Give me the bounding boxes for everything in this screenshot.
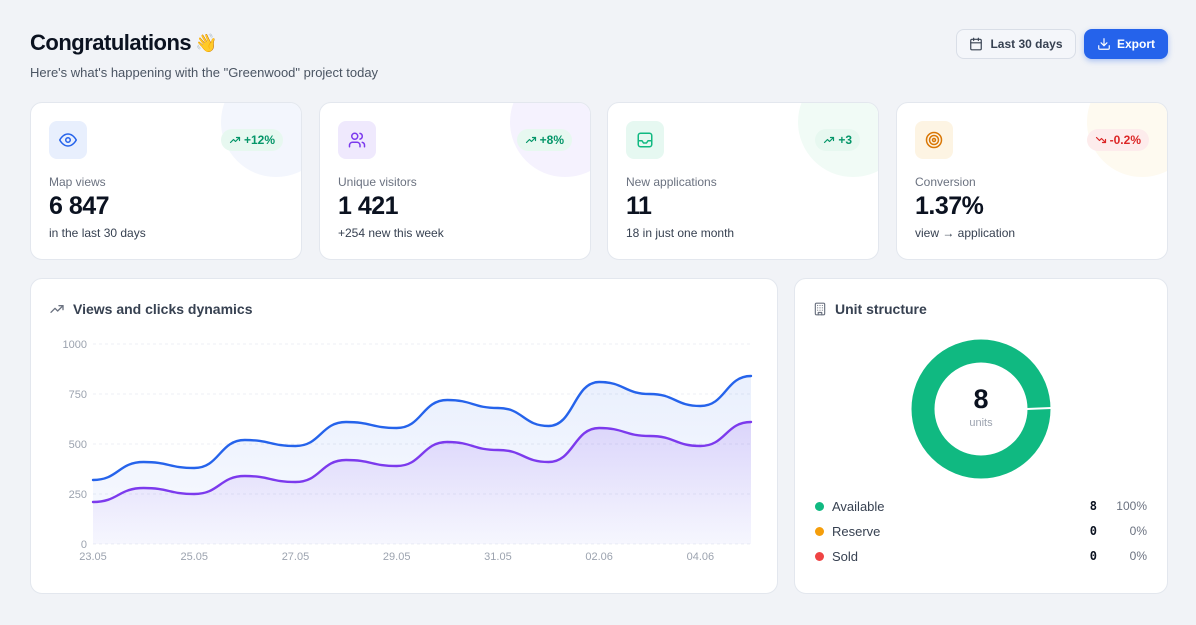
page-subtitle: Here's what's happening with the "Greenw… (30, 65, 379, 80)
views-chart-title-text: Views and clicks dynamics (73, 301, 253, 317)
y-tick-label: 500 (69, 439, 87, 451)
waving-hand-icon: 👋 (195, 32, 218, 53)
legend-label: Sold (832, 548, 859, 564)
trend-badge: +8% (516, 129, 572, 151)
legend-dot (815, 526, 824, 536)
legend-count: 0 (1089, 549, 1097, 563)
y-tick-label: 750 (69, 389, 87, 401)
unit-structure-card: Unit structure 8 units Available 8 100% … (794, 278, 1168, 594)
stat-label: Unique visitors (338, 175, 417, 189)
trend-badge: -0.2% (1086, 129, 1149, 151)
trend-badge-value: +12% (243, 133, 275, 147)
views-chart-card: Views and clicks dynamics 0 250 500 750 1000… (30, 278, 778, 594)
page-title-text: Congratulations (30, 30, 192, 55)
calendar-icon (970, 37, 983, 51)
stat-value: 11 (626, 192, 652, 220)
trend-down-icon (1095, 136, 1106, 144)
building-icon (814, 302, 826, 316)
trending-up-icon (50, 305, 64, 313)
legend-percent: 0% (1129, 549, 1147, 563)
legend-percent: 0% (1129, 524, 1147, 538)
legend-percent: 100% (1116, 499, 1147, 513)
users-icon (338, 121, 376, 159)
page-header: Congratulations 👋 Here's what's happenin… (30, 30, 378, 80)
views-chart: 0 250 500 750 1000 23.05 25.05 27.05 29.05 31.05 0… (63, 339, 753, 563)
inbox-icon (626, 121, 664, 159)
stat-subtext: view → application (915, 226, 1016, 240)
y-tick-label: 250 (69, 489, 87, 501)
donut-gap (1026, 407, 1052, 410)
series-line-1 (91, 420, 753, 504)
x-tick-label: 02.06 (585, 551, 613, 563)
unit-structure-title-text: Unit structure (835, 301, 927, 317)
legend-dot (815, 551, 824, 561)
date-range-label: Last 30 days (990, 37, 1063, 51)
x-tick-label: 31.05 (484, 551, 512, 563)
x-tick-label: 27.05 (282, 551, 310, 563)
stat-card-unique-visitors: +8% Unique visitors 1 421 +254 new this … (319, 102, 591, 260)
stat-value: 1.37% (915, 192, 984, 220)
trend-badge-value: +8% (539, 133, 564, 147)
stat-subtext: 18 in just one month (626, 226, 735, 240)
legend-label: Reserve (832, 523, 881, 539)
y-tick-label: 1000 (63, 339, 87, 351)
trend-badge: +12% (220, 129, 283, 151)
x-tick-label: 25.05 (180, 551, 208, 563)
stat-value: 6 847 (49, 192, 110, 220)
export-label: Export (1116, 37, 1155, 51)
y-tick-label: 0 (81, 539, 87, 551)
page-title: Congratulations 👋 (30, 30, 378, 56)
trend-badge-value: -0.2% (1109, 133, 1141, 147)
x-tick-label: 29.05 (383, 551, 411, 563)
legend-item-sold: Sold 0 0% (815, 548, 1147, 564)
stat-label: Conversion (915, 175, 976, 189)
legend-item-reserve: Reserve 0 0% (815, 523, 1147, 539)
x-tick-label: 04.06 (687, 551, 715, 563)
target-icon (915, 121, 953, 159)
unit-total: 8 (973, 384, 989, 414)
stat-card-new-applications: +3 New applications 11 18 in just one mo… (607, 102, 879, 260)
export-button[interactable]: Export (1084, 29, 1168, 59)
legend-count: 8 (1089, 499, 1097, 513)
legend-label: Available (832, 498, 885, 514)
trend-up-icon (525, 136, 536, 144)
views-chart-title: Views and clicks dynamics (49, 301, 253, 317)
unit-total-label: units (969, 417, 993, 429)
trend-badge-value: +3 (838, 133, 852, 147)
stat-label: Map views (49, 175, 106, 189)
stat-card-map-views: +12% Map views 6 847 in the last 30 days (30, 102, 302, 260)
series-area-1 (93, 422, 751, 544)
stat-label: New applications (626, 175, 717, 189)
trend-up-icon (824, 136, 835, 144)
stat-value: 1 421 (338, 192, 399, 220)
trend-up-icon (229, 136, 241, 144)
stat-subtext: +254 new this week (338, 226, 444, 240)
legend-item-available: Available 8 100% (815, 498, 1147, 514)
legend-count: 0 (1089, 524, 1097, 538)
series-line-0 (91, 374, 753, 482)
stat-card-conversion: -0.2% Conversion 1.37% view → applicatio… (896, 102, 1168, 260)
legend-dot (815, 501, 824, 511)
eye-icon (49, 121, 87, 159)
download-icon (1098, 38, 1110, 50)
x-tick-label: 23.05 (79, 551, 107, 563)
date-range-button[interactable]: Last 30 days (956, 29, 1076, 59)
trend-badge: +3 (815, 129, 860, 151)
unit-structure-title: Unit structure (813, 301, 927, 317)
stat-subtext: in the last 30 days (49, 226, 146, 240)
unit-donut-chart (911, 339, 1052, 479)
